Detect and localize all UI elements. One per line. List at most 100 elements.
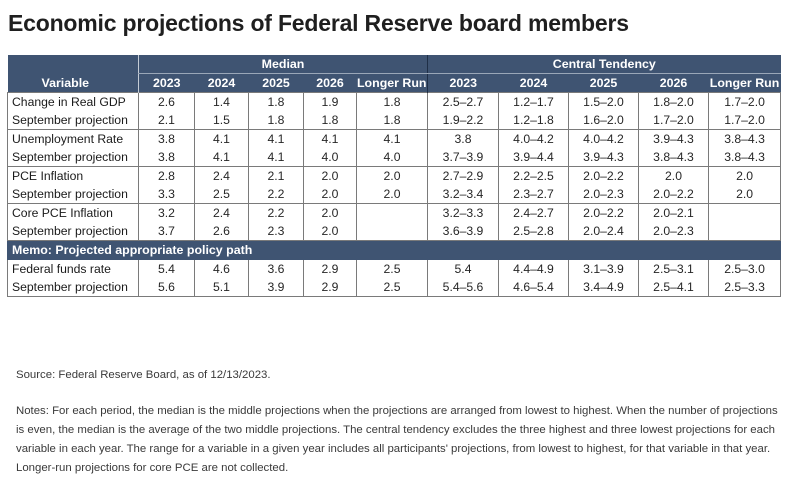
table-cell: 2.0 <box>708 166 782 185</box>
table-row: Core PCE Inflation 3.2 2.4 2.2 2.0 3.2–3.3 2.4… <box>7 203 782 222</box>
table-cell <box>708 203 782 222</box>
table-cell: 1.6–2.0 <box>568 111 639 130</box>
table-cell: 2.0 <box>303 185 357 204</box>
table-cell: 2.4–2.7 <box>498 203 569 222</box>
table-cell: 5.1 <box>194 278 249 297</box>
table-cell: 3.8–4.3 <box>708 148 782 167</box>
source-note: Source: Federal Reserve Board, as of 12/… <box>16 369 271 381</box>
table-cell: 2.4 <box>194 166 249 185</box>
table-cell: 5.4 <box>138 259 195 278</box>
variable-label: Core PCE Inflation <box>7 203 139 222</box>
table-cell: 2.5 <box>355 278 428 297</box>
column-header: 2024 <box>498 73 569 93</box>
table-cell: 2.3 <box>248 222 304 241</box>
table-cell: 3.1–3.9 <box>568 259 639 278</box>
median-group-header: Median <box>137 55 428 74</box>
column-header: 2026 <box>303 73 357 93</box>
memo-row: Memo: Projected appropriate policy path <box>6 240 782 260</box>
variable-label: Federal funds rate <box>7 259 139 278</box>
table-cell: 3.8 <box>427 129 499 148</box>
table-cell <box>355 222 428 241</box>
table-row: PCE Inflation 2.8 2.4 2.1 2.0 2.0 2.7–2.9 2.2–2… <box>7 166 782 185</box>
table-cell: 2.7–2.9 <box>427 166 499 185</box>
table-cell: 2.3–2.7 <box>498 185 569 204</box>
table-cell: 3.7 <box>138 222 195 241</box>
table-cell: 3.2 <box>138 203 195 222</box>
table-cell: 2.9 <box>303 259 357 278</box>
variable-label: Change in Real GDP <box>7 92 139 111</box>
table-row: Unemployment Rate 3.8 4.1 4.1 4.1 4.1 3.8 4.0–4… <box>7 129 782 148</box>
table-cell <box>708 222 782 241</box>
column-header: 2023 <box>138 73 195 93</box>
table-cell: 3.8–4.3 <box>708 129 782 148</box>
table-cell: 4.0–4.2 <box>498 129 569 148</box>
header-blank <box>7 55 139 74</box>
column-header: Longer Run <box>708 73 781 93</box>
table-cell: 1.8 <box>355 111 428 130</box>
table-row: Change in Real GDP 2.6 1.4 1.8 1.9 1.8 2.5–2.7… <box>7 92 782 111</box>
table-cell: 3.8 <box>138 129 195 148</box>
table-cell: 4.1 <box>194 129 249 148</box>
table-cell: 2.0 <box>708 185 782 204</box>
table-cell: 2.8 <box>138 166 195 185</box>
table-row: September projection 5.6 5.1 3.9 2.9 2.5 5.4–5… <box>7 278 782 297</box>
table-cell: 5.6 <box>138 278 195 297</box>
table-cell: 1.9 <box>303 92 357 111</box>
table-cell: 1.2–1.8 <box>498 111 569 130</box>
column-header: 2023 <box>427 73 499 93</box>
table-cell: 4.0 <box>303 148 357 167</box>
table-cell: 3.8–4.3 <box>638 148 709 167</box>
table-cell: 4.6 <box>194 259 249 278</box>
table-cell: 2.0 <box>355 166 428 185</box>
table-cell: 1.7–2.0 <box>638 111 709 130</box>
table-cell: 2.0–2.3 <box>638 222 709 241</box>
projections-table: Median Central Tendency Variable 2023 2024… <box>6 55 782 297</box>
table-cell: 2.9 <box>303 278 357 297</box>
table-cell: 4.1 <box>355 129 428 148</box>
table-cell: 1.7–2.0 <box>708 92 782 111</box>
table-cell: 4.1 <box>248 129 304 148</box>
table-cell: 2.0 <box>355 185 428 204</box>
table-cell: 2.5–3.0 <box>708 259 782 278</box>
table-cell: 1.8 <box>248 111 304 130</box>
table-cell: 2.0 <box>303 203 357 222</box>
table-cell: 1.4 <box>194 92 249 111</box>
table-cell: 4.1 <box>248 148 304 167</box>
table-cell: 1.5 <box>194 111 249 130</box>
table-cell: 2.0–2.1 <box>638 203 709 222</box>
table-cell: 2.0–2.2 <box>568 203 639 222</box>
variable-label: September projection <box>7 278 139 297</box>
table-cell: 1.8–2.0 <box>638 92 709 111</box>
table-cell: 2.5–3.3 <box>708 278 782 297</box>
memo-label: Memo: Projected appropriate policy path <box>6 240 782 260</box>
table-cell: 4.0 <box>355 148 428 167</box>
table-cell: 3.8 <box>138 148 195 167</box>
variable-label: September projection <box>7 222 139 241</box>
column-header: Longer Run <box>356 73 428 93</box>
table-row: September projection 3.8 4.1 4.1 4.0 4.0 3.7–3… <box>7 148 782 167</box>
table-cell: 4.1 <box>303 129 357 148</box>
table-cell: 2.5–4.1 <box>638 278 709 297</box>
table-cell: 2.5–3.1 <box>638 259 709 278</box>
page-title: Economic projections of Federal Reserve … <box>8 10 629 36</box>
table-cell: 2.1 <box>138 111 195 130</box>
table-row: September projection 2.1 1.5 1.8 1.8 1.8 1.9–2… <box>7 111 782 130</box>
variable-label: September projection <box>7 111 139 130</box>
table-cell: 2.2 <box>248 203 304 222</box>
table-cell: 2.4 <box>194 203 249 222</box>
table-cell: 2.0–2.3 <box>568 185 639 204</box>
table-cell: 1.9–2.2 <box>427 111 499 130</box>
table-cell: 1.5–2.0 <box>568 92 639 111</box>
table-cell: 3.6–3.9 <box>427 222 499 241</box>
table-cell <box>355 203 428 222</box>
table-cell: 5.4–5.6 <box>427 278 499 297</box>
table-cell: 5.4 <box>427 259 499 278</box>
table-cell: 2.0 <box>638 166 709 185</box>
table-row: September projection 3.3 2.5 2.2 2.0 2.0 3.2–3… <box>7 185 782 204</box>
table-cell: 3.9–4.3 <box>638 129 709 148</box>
column-header-variable: Variable <box>7 73 139 93</box>
variable-label: September projection <box>7 185 139 204</box>
central-tendency-group-header: Central Tendency <box>427 55 781 74</box>
table-cell: 4.1 <box>194 148 249 167</box>
variable-label: September projection <box>7 148 139 167</box>
